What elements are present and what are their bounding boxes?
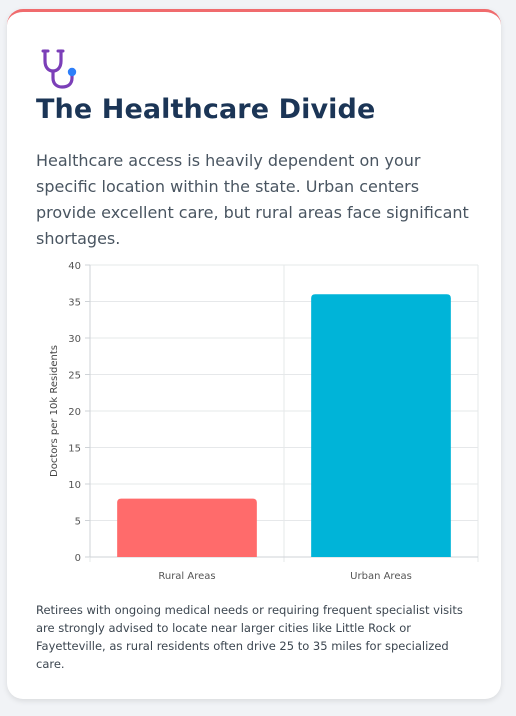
y-tick-label: 5 (75, 517, 81, 528)
intro-paragraph: Healthcare access is heavily dependent o… (36, 151, 469, 248)
x-tick-label: Rural Areas (158, 571, 215, 582)
y-tick-label: 30 (68, 334, 81, 345)
x-tick-label: Urban Areas (350, 571, 412, 582)
y-tick-label: 15 (68, 444, 81, 455)
chart-svg: 0 5 10 15 20 25 30 35 40 Rural Areas Urban Areas Do… (49, 261, 479, 582)
y-tick-label: 25 (68, 371, 81, 382)
doctors-bar-chart: 0 5 10 15 20 25 30 35 40 Rural Areas Urban Areas Do… (36, 252, 486, 596)
bar-urban-areas (311, 294, 451, 557)
footnote-text: Retirees with ongoing medical needs or r… (36, 603, 463, 671)
y-tick-label: 20 (68, 407, 81, 418)
y-tick-label: 40 (68, 261, 81, 272)
healthcare-card: The Healthcare Divide Healthcare access … (7, 9, 501, 699)
page-title: The Healthcare Divide (36, 94, 376, 125)
stethoscope-icon (40, 47, 82, 89)
bar-rural-areas (117, 498, 257, 557)
y-tick-label: 35 (68, 298, 81, 309)
y-axis-label: Doctors per 10k Residents (49, 345, 60, 477)
y-tick-label: 0 (75, 553, 81, 564)
y-tick-label: 10 (68, 480, 81, 491)
